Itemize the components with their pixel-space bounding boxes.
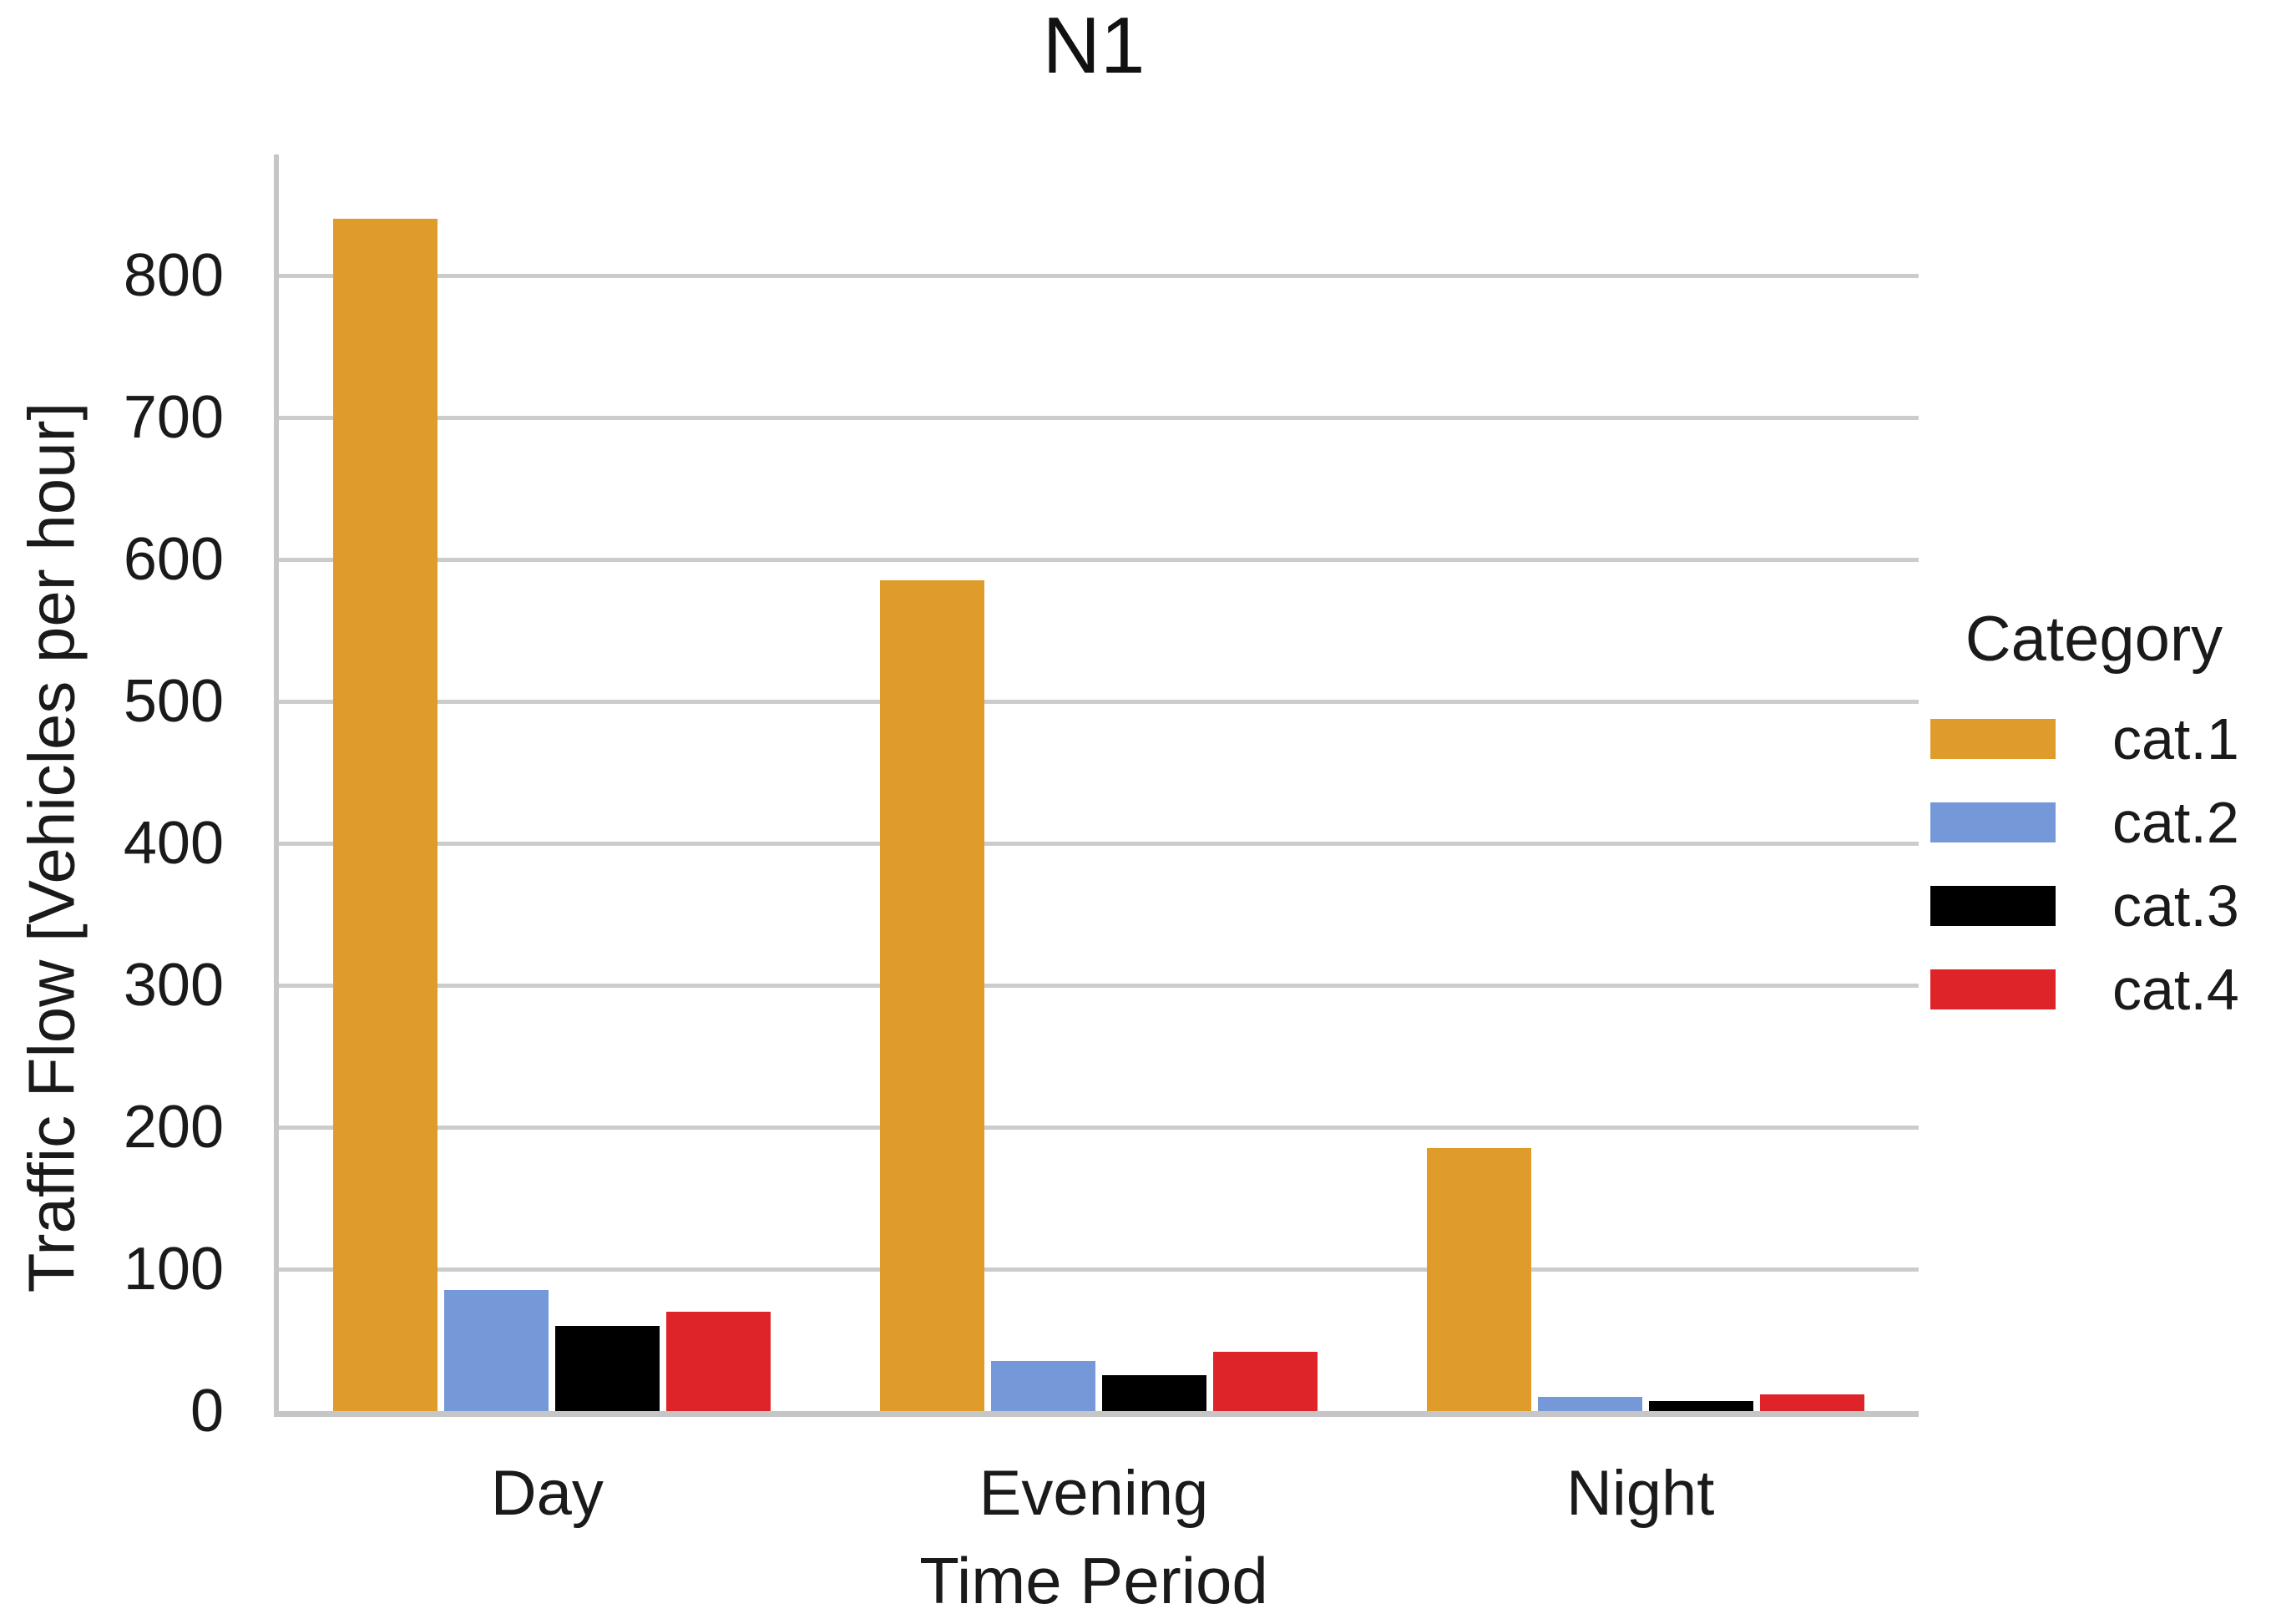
bar-day-cat3 <box>555 1326 660 1411</box>
legend-swatch-cat1 <box>1930 719 2056 759</box>
x-tick-label-night: Night <box>1565 1458 1715 1529</box>
gridline-y-400 <box>279 841 1919 846</box>
y-tick-label-300: 300 <box>123 951 224 1019</box>
legend-item-cat3: cat.3 <box>1930 864 2258 948</box>
bar-evening-cat2 <box>991 1361 1095 1411</box>
x-tick-label-evening: Evening <box>979 1458 1209 1529</box>
legend-title: Category <box>1965 604 2223 675</box>
x-tick-label-day: Day <box>490 1458 604 1529</box>
bar-evening-cat3 <box>1102 1375 1206 1411</box>
bar-evening-cat1 <box>880 580 984 1411</box>
bar-evening-cat4 <box>1213 1352 1318 1411</box>
legend-item-cat4: cat.4 <box>1930 948 2258 1031</box>
legend-swatch-cat2 <box>1930 802 2056 842</box>
y-tick-label-700: 700 <box>123 383 224 451</box>
chart-title: N1 <box>1042 1 1146 90</box>
legend-swatch-cat3 <box>1930 886 2056 926</box>
y-tick-label-800: 800 <box>123 241 224 309</box>
bar-night-cat2 <box>1538 1397 1642 1411</box>
x-axis-title: Time Period <box>919 1544 1268 1617</box>
y-tick-label-0: 0 <box>190 1378 224 1444</box>
bar-day-cat2 <box>444 1290 549 1411</box>
legend-item-cat1: cat.1 <box>1930 697 2258 781</box>
bar-night-cat3 <box>1649 1401 1753 1411</box>
legend-label-cat2: cat.2 <box>2112 790 2239 855</box>
y-tick-label-200: 200 <box>123 1093 224 1161</box>
gridline-y-300 <box>279 983 1919 988</box>
y-tick-label-600: 600 <box>123 525 224 593</box>
gridline-y-800 <box>279 273 1919 278</box>
gridline-y-100 <box>279 1267 1919 1272</box>
gridline-y-700 <box>279 415 1919 420</box>
legend: Category cat.1 cat.2 cat.3 cat.4 <box>1930 603 2258 1031</box>
y-tick-label-400: 400 <box>123 809 224 877</box>
bar-night-cat1 <box>1427 1148 1531 1411</box>
legend-swatch-cat4 <box>1930 969 2056 1009</box>
x-axis-tick-labels: Day Evening Night <box>274 1457 1914 1541</box>
bar-night-cat4 <box>1760 1394 1864 1411</box>
bar-day-cat1 <box>333 219 438 1411</box>
plot-area <box>274 154 1919 1417</box>
legend-label-cat4: cat.4 <box>2112 957 2239 1022</box>
bar-day-cat4 <box>666 1312 771 1411</box>
gridline-y-500 <box>279 699 1919 704</box>
y-tick-label-500: 500 <box>123 667 224 735</box>
y-tick-label-100: 100 <box>123 1235 224 1303</box>
legend-items: cat.1 cat.2 cat.3 cat.4 <box>1930 697 2258 1031</box>
legend-item-cat2: cat.2 <box>1930 781 2258 864</box>
y-axis-tick-labels: 0 100 200 300 400 500 600 700 800 <box>0 154 224 1444</box>
gridline-y-200 <box>279 1125 1919 1130</box>
legend-label-cat1: cat.1 <box>2112 706 2239 772</box>
gridline-y-600 <box>279 557 1919 562</box>
legend-label-cat3: cat.3 <box>2112 873 2239 938</box>
